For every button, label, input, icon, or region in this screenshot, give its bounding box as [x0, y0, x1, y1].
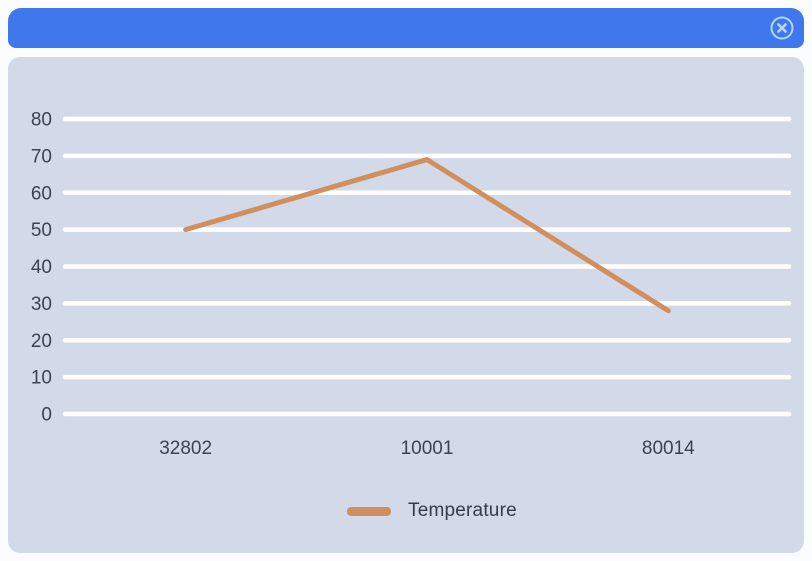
temperature-line-chart: 0 10 20 30 40 50 60 70 80 32802 10001 80014 [31, 110, 792, 459]
y-tick-label: 10 [31, 368, 52, 389]
legend-swatch-temperature [347, 506, 391, 516]
close-icon [770, 16, 794, 40]
y-tick-label: 0 [41, 405, 52, 426]
y-tick-label: 80 [31, 110, 52, 131]
close-button[interactable] [769, 15, 795, 41]
y-tick-label: 60 [31, 183, 52, 204]
y-tick-label: 70 [31, 146, 52, 167]
y-tick-label: 40 [31, 257, 52, 278]
y-tick-label: 50 [31, 220, 52, 241]
series-line-temperature [183, 157, 671, 314]
dialog-header [8, 8, 804, 48]
x-tick-label: 32802 [159, 438, 212, 459]
y-tick-label: 20 [31, 331, 52, 352]
x-tick-label: 80014 [642, 438, 695, 459]
legend-label-temperature: Temperature [408, 500, 517, 521]
chart-legend: Temperature [347, 497, 517, 525]
y-tick-label: 30 [31, 294, 52, 315]
chart-panel: 0 10 20 30 40 50 60 70 80 32802 10001 80014 Tempera… [8, 57, 804, 553]
x-tick-label: 10001 [401, 438, 454, 459]
